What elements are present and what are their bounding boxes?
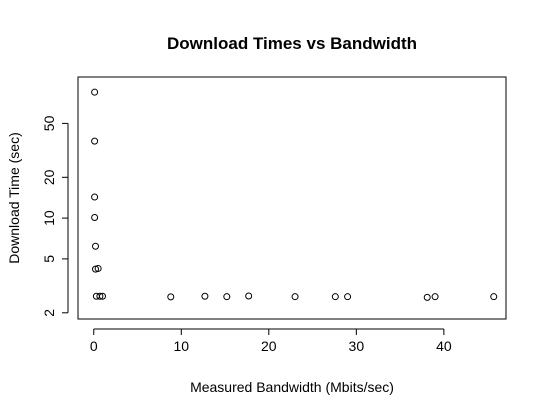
data-point <box>91 137 99 145</box>
plot-frame <box>77 76 507 320</box>
x-tick-label: 30 <box>349 338 365 354</box>
data-point <box>91 193 99 201</box>
y-axis-label: Download Time (sec) <box>6 132 22 264</box>
y-tick-label: 50 <box>41 115 57 131</box>
x-tick-label: 10 <box>173 338 189 354</box>
data-point <box>201 292 209 300</box>
y-axis: 2 5 10 20 50 <box>41 115 69 317</box>
data-point <box>291 293 299 301</box>
data-point <box>99 292 107 300</box>
y-tick-label: 10 <box>41 210 57 226</box>
x-axis-label: Measured Bandwidth (Mbits/sec) <box>190 379 394 395</box>
data-point <box>92 242 100 250</box>
x-tick-label: 20 <box>261 338 277 354</box>
data-point <box>331 293 339 301</box>
data-point <box>167 293 175 301</box>
data-point <box>423 293 431 301</box>
data-point <box>96 292 104 300</box>
data-point <box>94 264 102 272</box>
data-point <box>223 293 231 301</box>
data-points <box>91 88 498 301</box>
data-point <box>91 214 99 222</box>
chart-title: Download Times vs Bandwidth <box>167 34 417 53</box>
data-point <box>490 293 498 301</box>
y-tick-label: 5 <box>41 255 57 263</box>
y-tick-label: 20 <box>41 169 57 185</box>
data-point <box>91 88 99 96</box>
x-tick-label: 40 <box>436 338 452 354</box>
x-tick-label: 0 <box>90 338 98 354</box>
x-axis: 0 10 20 30 40 <box>90 328 452 354</box>
y-tick-label: 2 <box>41 309 57 317</box>
data-point <box>344 293 352 301</box>
data-point <box>431 293 439 301</box>
data-point <box>245 292 253 300</box>
